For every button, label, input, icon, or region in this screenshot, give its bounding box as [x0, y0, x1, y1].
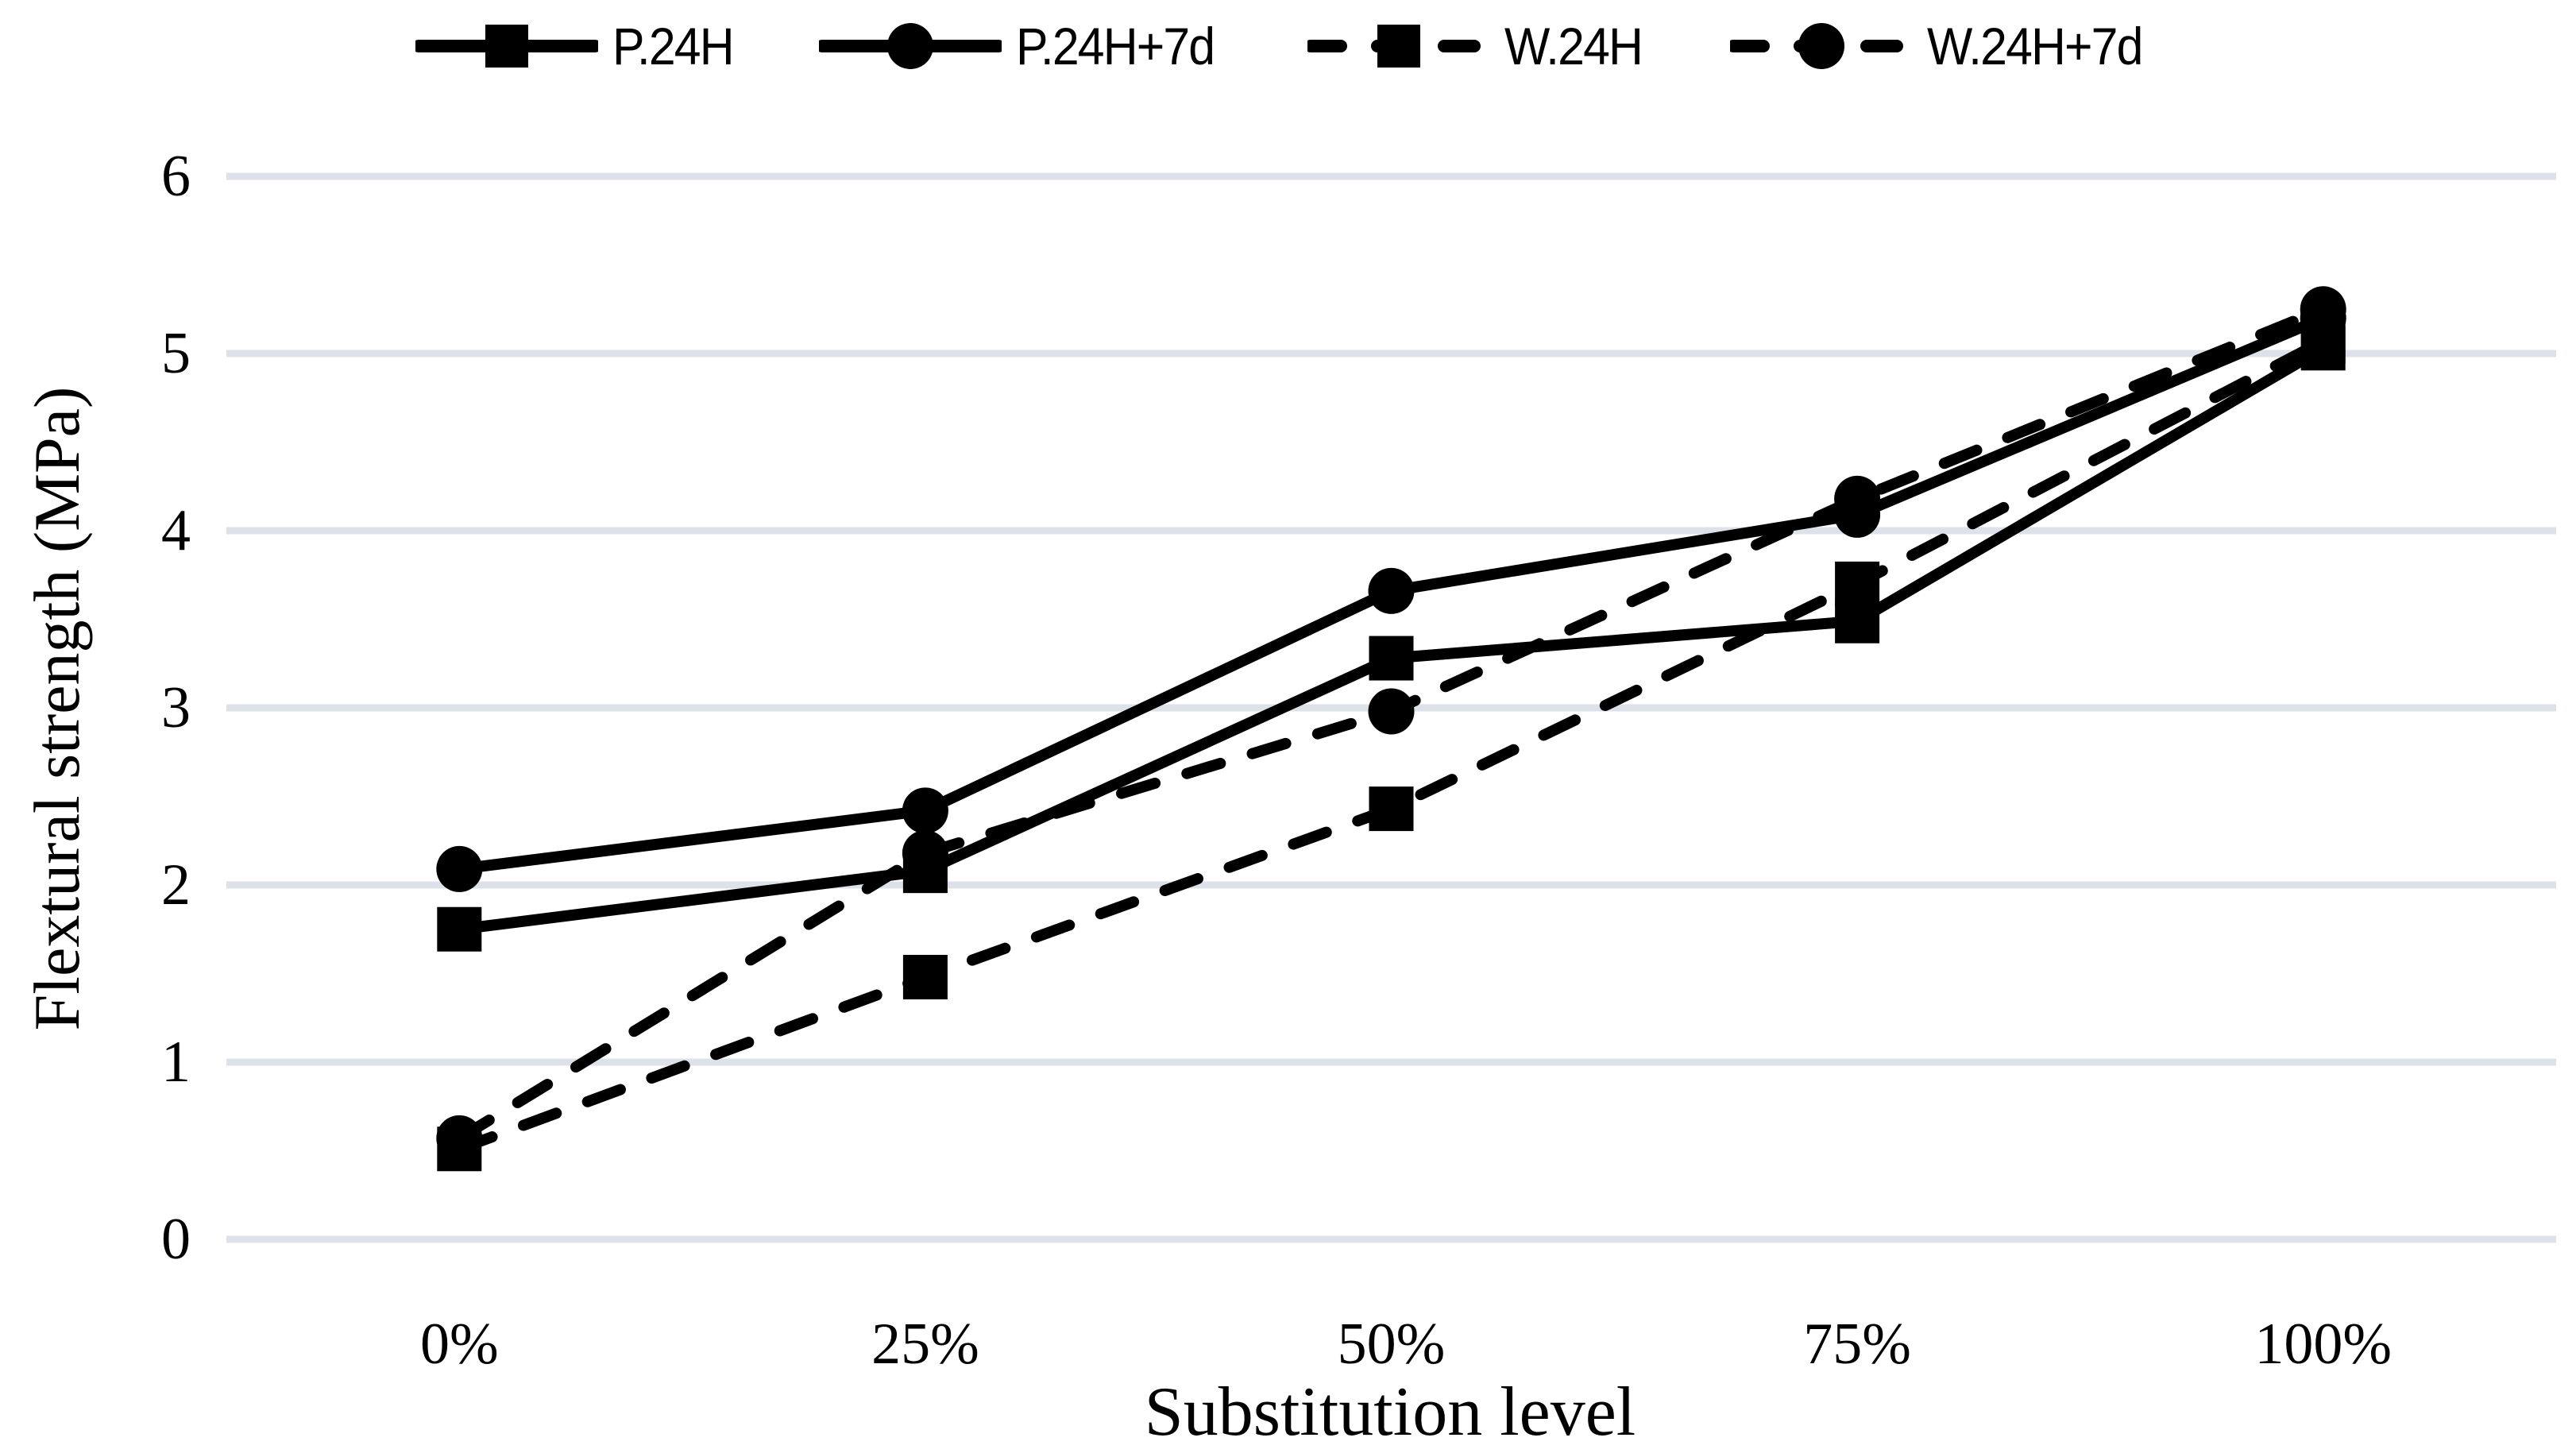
- y-tick-label-2: 2: [161, 852, 191, 918]
- y-tick-label-1: 1: [161, 1030, 191, 1095]
- data-point-W.24H-75%: [1835, 561, 1880, 606]
- y-tick-label-0: 0: [161, 1207, 191, 1272]
- data-point-W.24H-25%: [902, 954, 948, 999]
- legend-item-W.24H: W.24H: [1307, 14, 1654, 78]
- legend-solid-line-square-icon: [415, 25, 598, 68]
- data-point-W.24H+7d-0%: [436, 1115, 483, 1161]
- legend-dashed-line-square-icon: [1307, 25, 1491, 68]
- y-tick-label-5: 5: [161, 321, 191, 386]
- legend-dashed-line-circle-icon: [1730, 23, 1914, 69]
- legend-solid-line-circle-icon: [819, 23, 1002, 69]
- legend: P.24H P.24H+7d W.24H W.24H+7d: [0, 8, 2576, 84]
- data-point-P.24H+7d-0%: [436, 845, 483, 892]
- x-tick-label-75%: 75%: [1803, 1312, 1911, 1377]
- legend-item-P.24H: P.24H: [415, 14, 743, 78]
- y-tick-label-4: 4: [161, 498, 191, 563]
- legend-item-label: W.24H: [1504, 17, 1643, 75]
- x-tick-label-100%: 100%: [2254, 1312, 2393, 1377]
- data-point-W.24H+7d-75%: [1834, 475, 1881, 522]
- data-point-P.24H+7d-25%: [902, 787, 948, 834]
- x-tick-label-25%: 25%: [871, 1312, 979, 1377]
- data-point-W.24H+7d-50%: [1368, 688, 1415, 735]
- data-point-P.24H+7d-50%: [1368, 567, 1415, 614]
- y-axis-title: Flextural strength (MPa): [21, 386, 93, 1031]
- data-point-W.24H+7d-100%: [2300, 286, 2346, 333]
- x-axis-title: Substitution level: [1144, 1374, 1636, 1451]
- y-tick-label-6: 6: [161, 144, 191, 209]
- data-point-P.24H-50%: [1369, 636, 1414, 681]
- data-point-W.24H-50%: [1369, 786, 1414, 832]
- data-point-W.24H+7d-25%: [902, 829, 948, 876]
- legend-item-label: P.24H+7d: [1016, 17, 1215, 75]
- legend-item-label: W.24H+7d: [1927, 17, 2143, 75]
- x-tick-label-50%: 50%: [1337, 1312, 1446, 1377]
- series-line-W.24H: [454, 335, 2329, 1155]
- y-tick-label-3: 3: [161, 675, 191, 740]
- data-point-P.24H-0%: [437, 906, 482, 952]
- data-point-P.24H-75%: [1835, 598, 1880, 643]
- legend-item-W.24H+7d: W.24H+7d: [1730, 14, 2161, 78]
- legend-item-label: P.24H: [612, 17, 735, 75]
- x-tick-label-0%: 0%: [419, 1312, 499, 1377]
- legend-item-P.24H+7d: P.24H+7d: [819, 14, 1231, 78]
